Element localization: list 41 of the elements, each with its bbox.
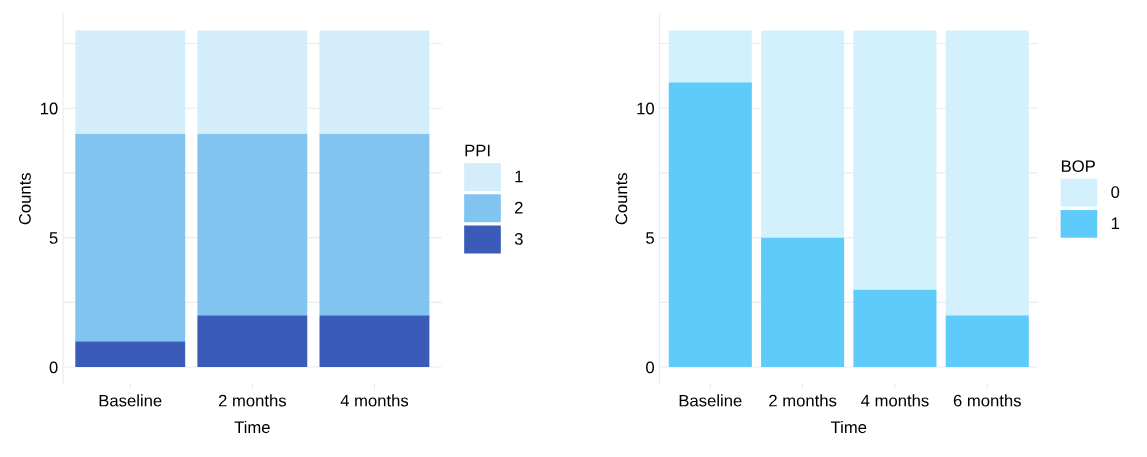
legend-label: 2: [515, 201, 523, 214]
y-axis-title: Counts: [615, 172, 628, 225]
bar: [319, 134, 430, 316]
legend-label: 1: [1111, 217, 1120, 230]
y-tick-label: 0: [49, 361, 58, 374]
y-axis-title: Counts: [19, 172, 31, 225]
legend-title: BOP: [1061, 160, 1095, 173]
bar: [761, 30, 845, 238]
legend-title: PPI: [465, 144, 490, 157]
bar: [945, 30, 1029, 316]
bar: [75, 134, 186, 342]
bar: [75, 341, 186, 368]
bar: [319, 30, 430, 135]
x-tick-label: 4 months: [861, 394, 929, 407]
bar: [197, 30, 308, 135]
x-tick-label: Baseline: [679, 394, 742, 407]
bar: [668, 82, 752, 368]
x-axis-title: Time: [234, 420, 270, 434]
legend-label: 1: [515, 170, 523, 183]
bar: [197, 315, 308, 368]
bar: [319, 315, 430, 368]
y-tick-label: 5: [49, 232, 58, 244]
bar: [761, 237, 845, 368]
bar: [197, 134, 308, 316]
x-tick-label: 2 months: [218, 394, 287, 407]
y-tick-label: 0: [646, 361, 655, 374]
x-axis-title: Time: [830, 420, 867, 434]
bar: [668, 30, 752, 83]
x-tick-label: 4 months: [340, 394, 409, 407]
y-tick-label: 10: [40, 102, 58, 115]
y-tick-label: 10: [637, 102, 655, 115]
x-tick-label: 2 months: [769, 394, 837, 407]
legend-label: 3: [514, 233, 523, 245]
y-tick-label: 5: [646, 232, 654, 244]
bar: [853, 30, 937, 290]
bar: [945, 315, 1029, 368]
x-tick-label: 6 months: [953, 394, 1021, 407]
x-tick-label: Baseline: [99, 394, 162, 407]
bar: [75, 30, 186, 135]
bar: [853, 289, 937, 368]
legend-label: 0: [1111, 186, 1120, 198]
